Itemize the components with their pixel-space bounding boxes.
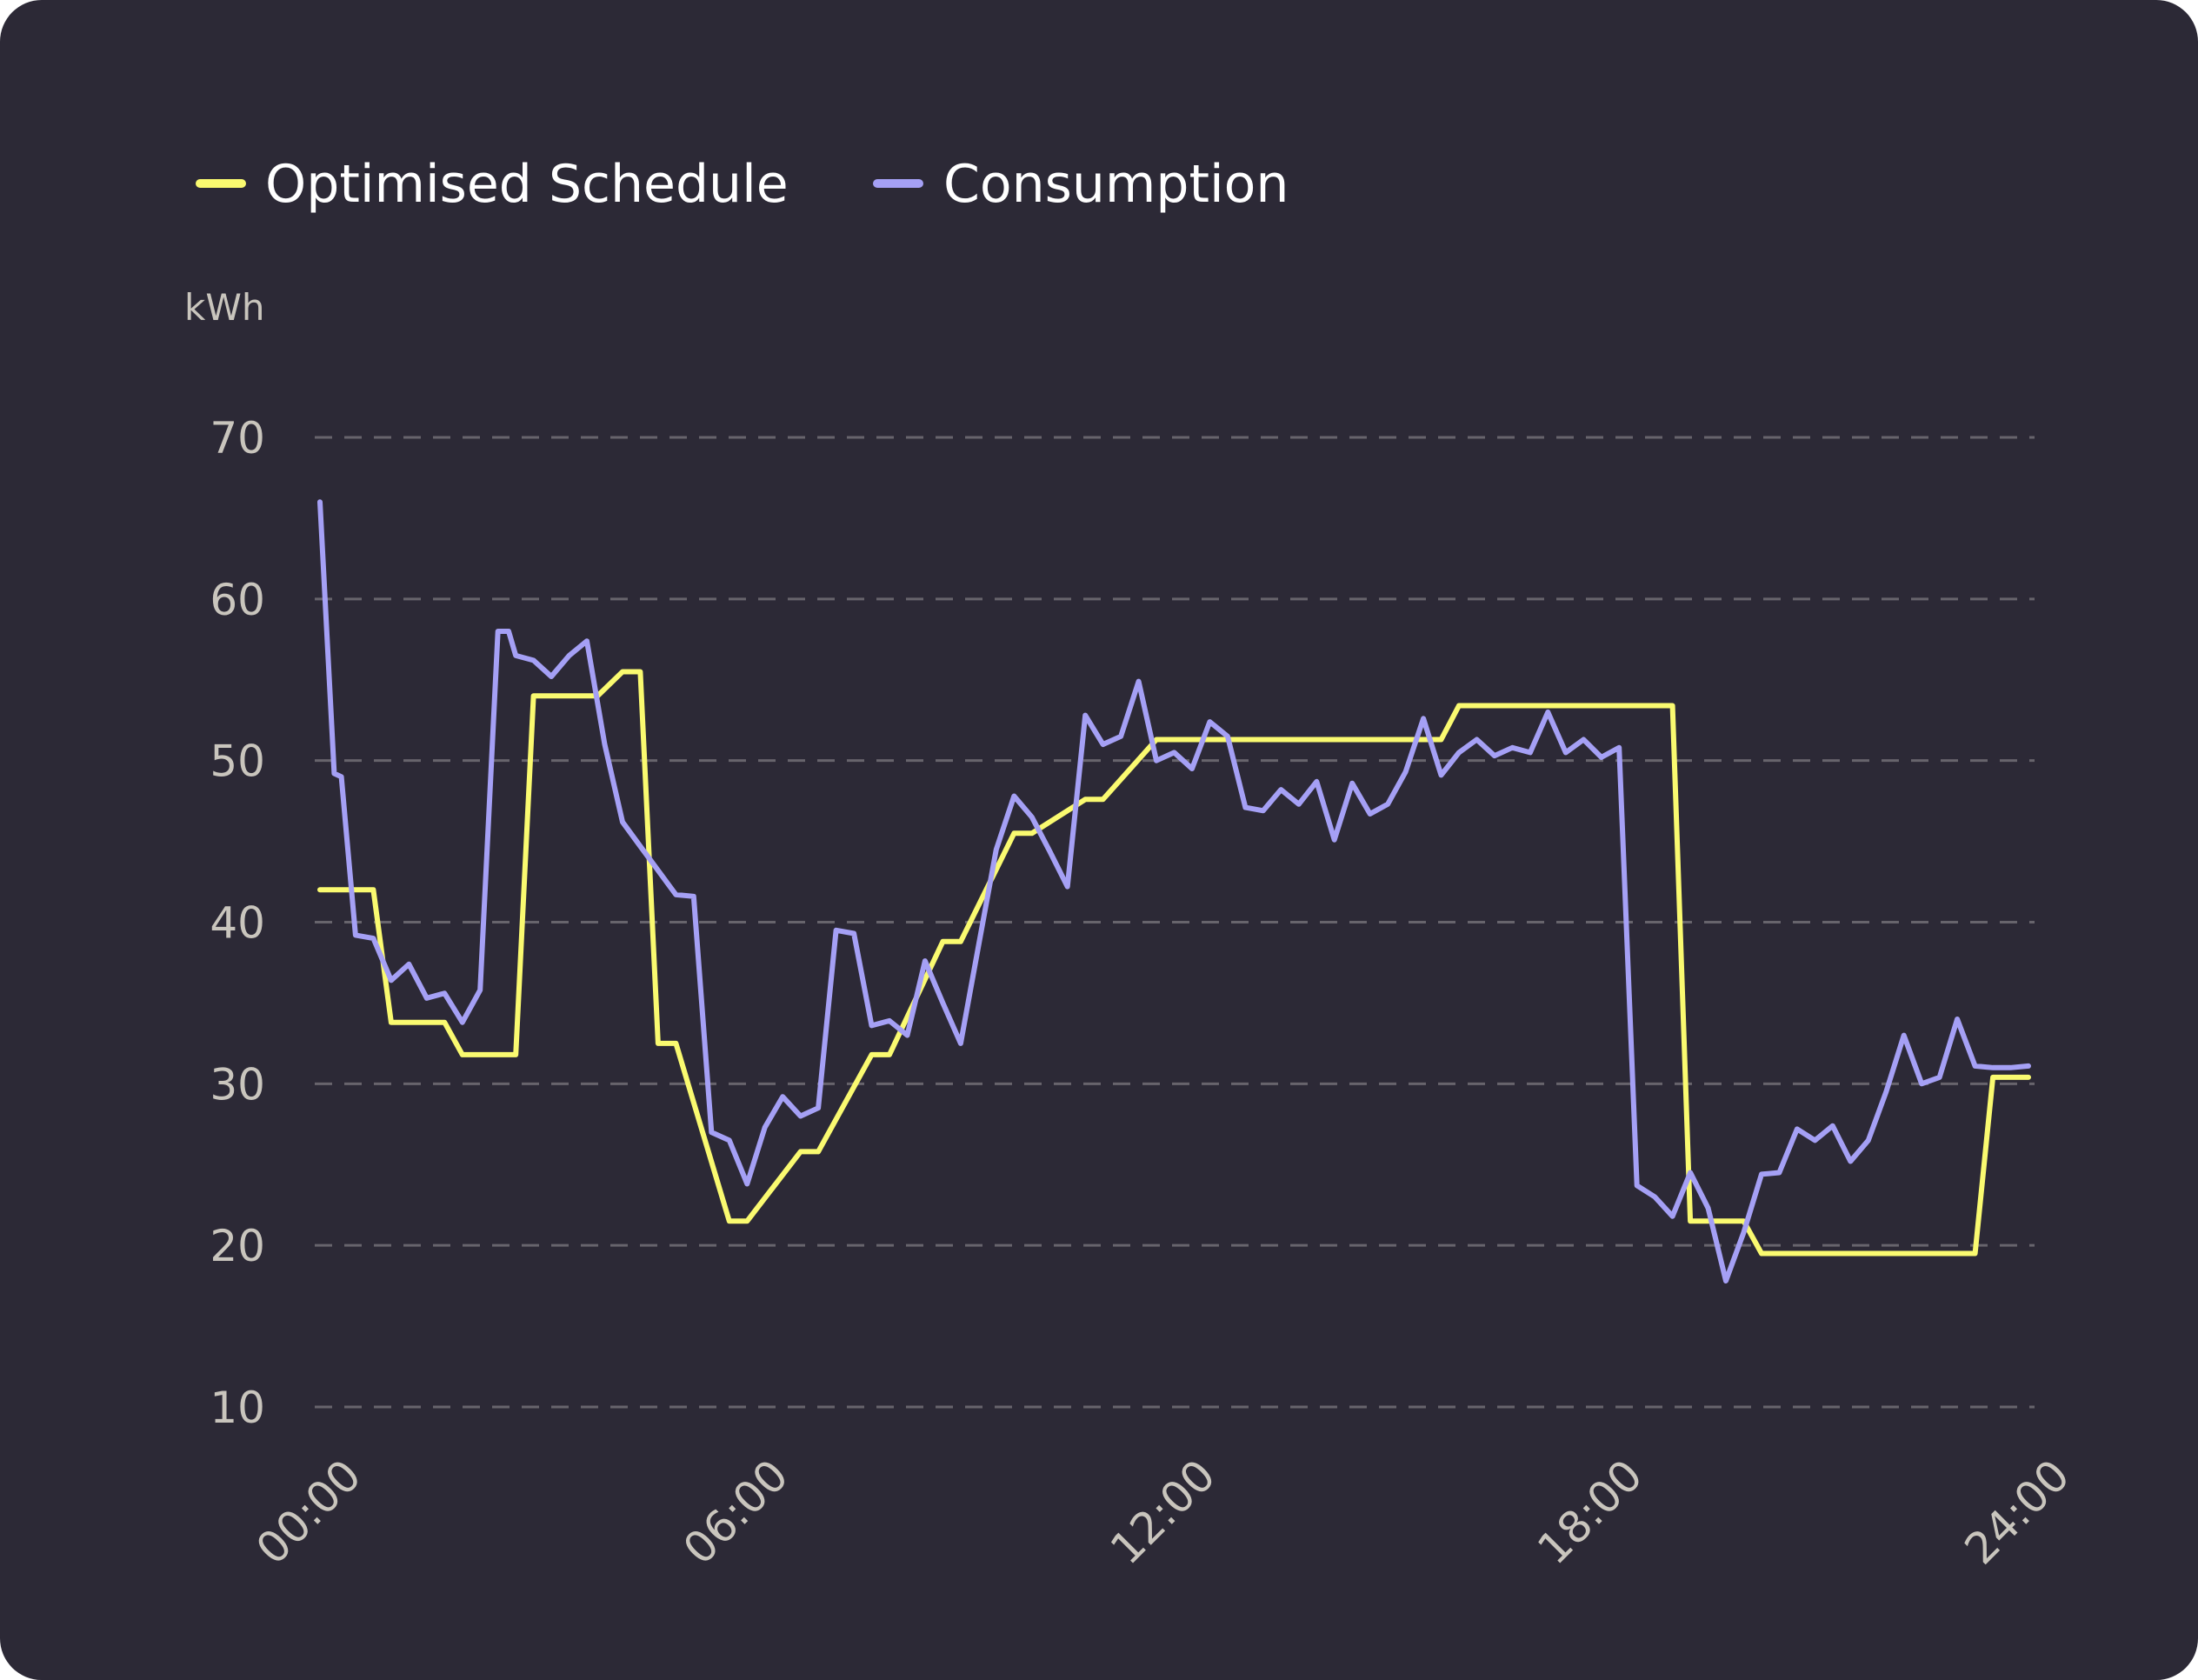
y-tick-label: 10 [210,1383,265,1433]
y-axis-unit-label: kWh [184,286,264,329]
y-tick-label: 60 [210,575,265,625]
grid [315,436,2035,1409]
series [317,499,2031,1283]
series-line-optimised-schedule [317,669,2031,1257]
y-tick-label: 40 [210,898,265,949]
x-axis-ticks: 00:00 06:00 12:00 18:00 24:00 [247,1450,2080,1574]
legend-label-optimised-schedule: Optimised Schedule [265,154,789,215]
x-tick-label: 06:00 [674,1450,798,1574]
y-axis-ticks: 70 60 50 40 30 20 10 [210,413,265,1433]
y-tick-label: 20 [210,1221,265,1271]
x-tick-label: 24:00 [1955,1450,2080,1574]
y-tick-label: 30 [210,1059,265,1110]
legend-label-consumption: Consumption [943,154,1289,215]
y-tick-label: 70 [210,413,265,463]
series-line-consumption [317,499,2031,1283]
legend: Optimised Schedule Consumption [196,154,1289,215]
x-tick-label: 12:00 [1101,1450,1225,1574]
y-tick-label: 50 [210,737,265,787]
x-tick-label: 00:00 [247,1450,371,1574]
x-tick-label: 18:00 [1528,1450,1652,1574]
